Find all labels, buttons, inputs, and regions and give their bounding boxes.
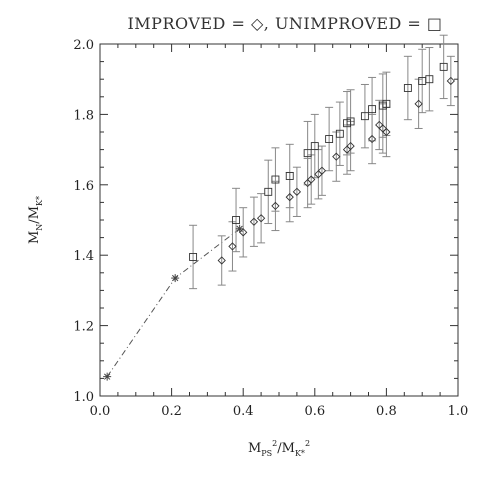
square-point [232,216,240,224]
diamond-point [292,187,302,196]
square-point [325,135,334,143]
error-bars [189,34,455,290]
y-tick-label: 1.0 [73,390,94,405]
plot-frame [99,43,459,397]
diamond-point [249,217,259,226]
diamond-point [228,242,237,251]
diamond-point [217,256,226,265]
square-point [360,112,369,121]
diamond-point [414,99,423,108]
fit-line [106,228,240,377]
x-tick-label: 0.6 [304,404,325,419]
x-tick-label: 0.4 [233,404,254,419]
diamond-point [285,192,294,202]
diamond-point [367,134,377,144]
square-point [335,129,344,138]
y-tick-label: 1.2 [73,320,94,335]
x-tick-label: 0.8 [376,404,397,419]
square-point [346,117,355,126]
x-tick-label: 1.0 [448,404,469,419]
square-point [382,99,391,108]
y-axis-label: MN/MK* [27,196,44,244]
y-tick-label: 1.6 [73,179,94,194]
chart-title: IMPROVED = ◇, UNIMPROVED = □ [127,14,443,33]
square-point [310,142,319,151]
diamond-point [256,214,266,223]
square-point [285,172,294,180]
diamond-point [271,201,280,211]
diamond-point [317,166,327,175]
diamond-point [382,127,391,137]
y-tick-label: 1.4 [73,249,94,264]
square-point [403,84,412,92]
dash-dot-line [106,228,240,377]
diamond-point [446,76,455,86]
star-point [171,274,180,283]
star-point [235,224,244,233]
square-point [189,253,198,261]
diamond-point [332,152,341,161]
tick-labels: 0.0 0.2 0.4 0.6 0.8 1.0 1.0 1.2 1.4 1.6 1.8 2.0 [73,38,468,419]
y-tick-label: 1.8 [73,108,94,123]
y-tick-label: 2.0 [73,38,94,53]
square-point [271,175,280,184]
axis-labels: MPS2/MK*2 MN/MK* [27,196,310,458]
x-tick-label: 0.2 [161,404,182,419]
data-markers [103,62,455,381]
square-point [303,149,312,158]
diamond-point [307,175,316,184]
x-axis-label: MPS2/MK*2 [248,439,310,458]
tick-marks [99,43,459,397]
axes-frame [99,43,459,397]
x-tick-label: 0.0 [90,404,111,419]
star-point [103,372,112,381]
diamond-point [239,228,248,237]
square-point [425,75,434,84]
square-point [264,187,273,196]
square-point [439,62,448,71]
diamond-point [346,141,355,151]
square-point [368,105,377,114]
